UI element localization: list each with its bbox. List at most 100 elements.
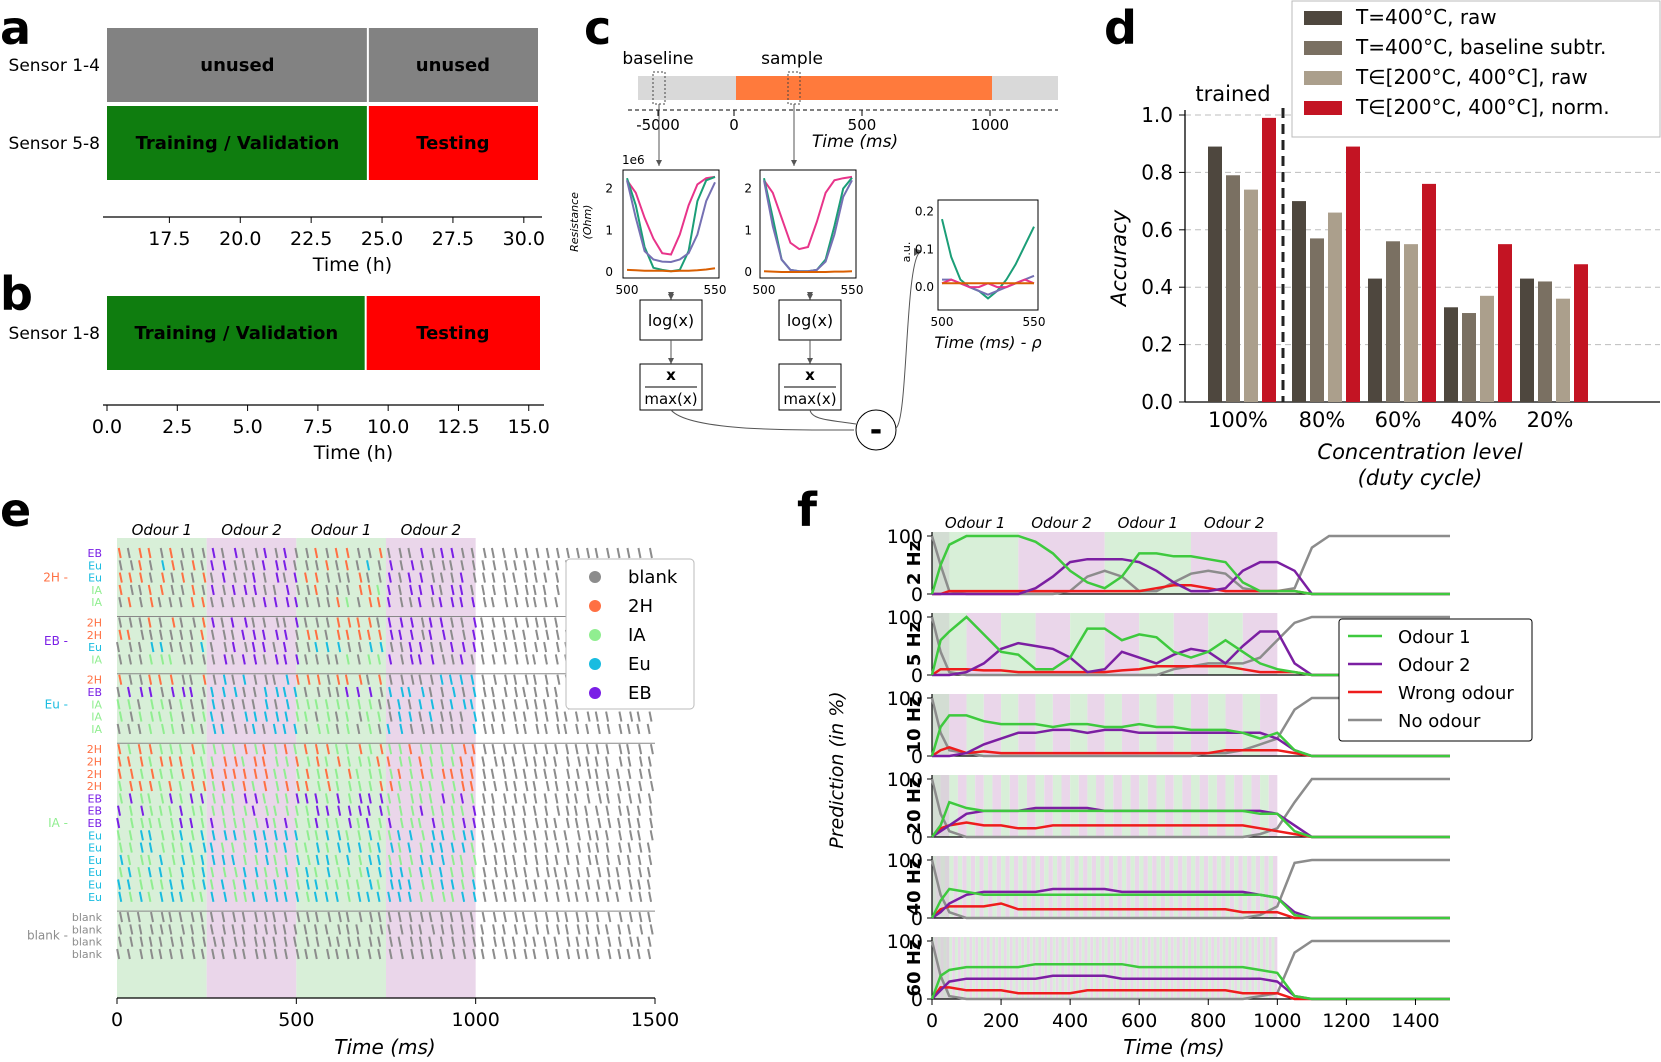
spike [472, 723, 477, 735]
spike [387, 911, 392, 923]
spike [490, 768, 495, 779]
spike [365, 817, 370, 829]
row-label: Eu [88, 842, 102, 855]
spike [158, 805, 163, 816]
spike [179, 617, 184, 628]
spike [407, 842, 412, 853]
spike [399, 867, 404, 878]
legend-label: Eu [628, 654, 651, 675]
row-label: IA [91, 653, 102, 666]
spike [169, 817, 174, 829]
spike [501, 830, 506, 841]
spike [449, 641, 454, 653]
spike [263, 711, 268, 722]
spike [337, 572, 342, 583]
spike [233, 756, 238, 767]
spike [358, 572, 363, 583]
spike [254, 948, 259, 960]
spike [585, 936, 590, 947]
spike [148, 674, 153, 685]
spike [263, 867, 268, 878]
spike [160, 911, 165, 923]
spike [209, 711, 214, 722]
spike [241, 629, 246, 640]
spike [189, 641, 194, 653]
spike [481, 711, 486, 722]
spike [243, 560, 248, 571]
spike [148, 780, 153, 792]
spike [398, 547, 403, 559]
timeline-tick-label: 500 [848, 116, 877, 134]
arrow-baseline-head [656, 160, 662, 166]
spike [460, 793, 464, 804]
spike [480, 948, 485, 960]
spike [345, 911, 350, 923]
spike [220, 617, 225, 628]
spike [554, 780, 559, 792]
spike [274, 891, 279, 902]
spike [449, 911, 454, 923]
spike [565, 842, 570, 853]
spike [337, 805, 342, 816]
spike [139, 572, 144, 583]
spike [502, 911, 507, 923]
spike [253, 756, 258, 767]
spike [514, 597, 519, 608]
spike [626, 723, 631, 735]
spike [554, 699, 559, 710]
spike [503, 686, 508, 698]
spike [304, 780, 309, 792]
spike [303, 842, 308, 853]
spike [325, 830, 330, 841]
spike [262, 744, 267, 755]
spike [118, 891, 123, 902]
spike [471, 597, 476, 608]
spike [129, 711, 134, 722]
spike [188, 842, 193, 853]
spike [303, 744, 308, 755]
spike [629, 711, 634, 722]
spike [116, 830, 121, 841]
spike [345, 948, 350, 960]
x-axis-label: Concentration level [1317, 440, 1522, 464]
spike [264, 891, 269, 902]
spike [171, 560, 176, 571]
row-label: 2H [87, 617, 102, 630]
spike [190, 924, 195, 935]
spike [595, 891, 600, 902]
spike [211, 793, 216, 804]
spike [367, 584, 372, 596]
group-label: 2H - [43, 571, 68, 585]
spike [161, 723, 166, 735]
spike [377, 699, 382, 710]
group-label: EB - [44, 634, 68, 648]
spike [544, 891, 549, 902]
spike [390, 842, 394, 853]
spike [379, 744, 384, 755]
stim-band [1156, 694, 1174, 756]
spike [191, 744, 196, 755]
spike [494, 891, 498, 902]
spike [472, 936, 477, 947]
spike [545, 780, 550, 792]
spike [263, 780, 268, 792]
spike [180, 723, 185, 735]
spike [626, 744, 631, 755]
spike [191, 805, 196, 816]
spike [293, 744, 298, 755]
spike [293, 572, 298, 583]
raw-ylabel: (Ohm) [581, 205, 594, 240]
spike [233, 817, 237, 829]
x-axis-label: Time (h) [313, 442, 393, 464]
spike [376, 584, 381, 596]
spike [179, 793, 183, 804]
spike [503, 879, 508, 890]
spike [470, 793, 475, 804]
spike [233, 891, 238, 902]
spike [441, 560, 446, 571]
stim-band [1182, 856, 1187, 918]
spike [262, 936, 267, 947]
spike [502, 768, 507, 779]
spike [335, 723, 340, 735]
spike [128, 674, 133, 685]
